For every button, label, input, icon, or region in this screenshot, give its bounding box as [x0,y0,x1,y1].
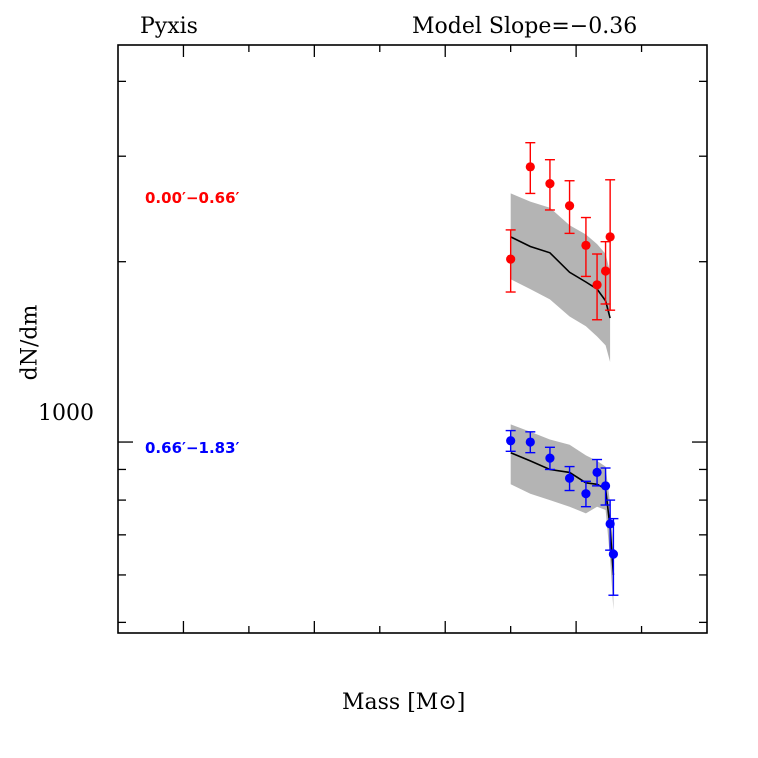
data-point-0-2 [545,179,555,189]
data-point-1-7 [605,519,615,529]
data-point-0-3 [564,201,575,211]
y-tick-label-1000: 1000 [38,401,94,426]
data-point-1-4 [581,489,591,499]
data-point-1-5 [592,467,602,477]
plot-frame [117,44,708,634]
y-axis-label: dN/dm [17,304,43,381]
data-points [505,141,619,596]
series-label-inner: 0.00′−0.66′ [145,189,240,207]
model-bands [510,193,614,610]
data-point-0-4 [581,240,591,250]
model-band-0 [510,193,611,362]
data-point-0-7 [605,232,615,242]
data-point-1-2 [545,453,555,463]
data-point-1-0 [506,436,516,446]
x-axis-label: Mass [M⊙] [342,690,465,715]
data-point-0-1 [525,162,535,172]
chart-header-left: Pyxis [140,14,198,39]
axis-ticks [118,45,707,633]
data-point-0-5 [592,280,602,290]
chart-header-right: Model Slope=−0.36 [412,14,638,39]
data-point-1-8 [608,549,619,559]
x-axis-label-text: Mass [M⊙] [342,690,466,715]
data-point-1-3 [564,473,575,483]
series-label-outer: 0.66′−1.83′ [145,439,240,457]
data-point-0-6 [600,266,611,276]
data-point-0-0 [506,254,516,264]
data-point-1-1 [525,437,535,447]
data-point-1-6 [600,481,611,491]
model-line-0 [510,236,611,319]
model-band-1 [510,424,614,610]
